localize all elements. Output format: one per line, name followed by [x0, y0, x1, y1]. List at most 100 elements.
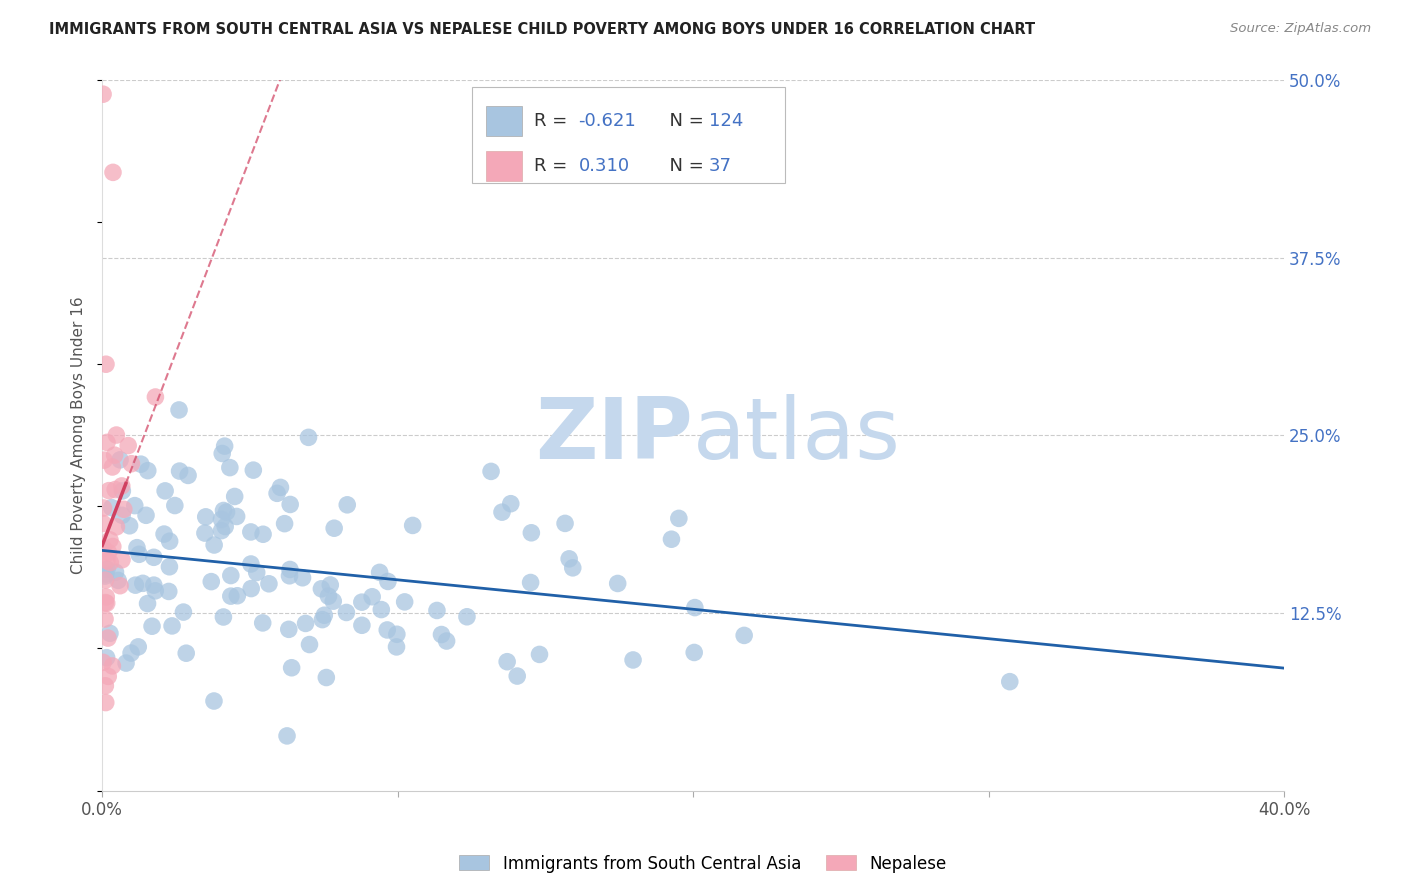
Point: [225, 509, 247, 524]
Y-axis label: Child Poverty Among Boys Under 16: Child Poverty Among Boys Under 16: [72, 296, 86, 574]
Point: [318, 589, 340, 603]
Point: [520, 525, 543, 540]
Point: [496, 655, 519, 669]
Point: [430, 627, 453, 641]
Point: [136, 597, 159, 611]
Point: [159, 559, 181, 574]
Text: atlas: atlas: [693, 393, 901, 477]
Point: [94, 612, 117, 626]
Point: [167, 403, 190, 417]
Point: [311, 613, 333, 627]
Point: [239, 557, 262, 571]
Point: [294, 616, 316, 631]
Text: R =: R =: [534, 157, 572, 175]
Point: [257, 576, 280, 591]
Point: [277, 623, 299, 637]
Point: [370, 602, 392, 616]
Point: [98, 556, 121, 570]
Point: [117, 439, 139, 453]
Point: [98, 626, 121, 640]
Point: [128, 547, 150, 561]
Point: [683, 645, 706, 659]
Point: [211, 512, 233, 526]
Text: IMMIGRANTS FROM SOUTH CENTRAL ASIA VS NEPALESE CHILD POVERTY AMONG BOYS UNDER 16: IMMIGRANTS FROM SOUTH CENTRAL ASIA VS NE…: [49, 22, 1035, 37]
Point: [163, 499, 186, 513]
Point: [479, 464, 502, 478]
Point: [214, 519, 236, 533]
Point: [226, 589, 249, 603]
Point: [733, 628, 755, 642]
Point: [104, 448, 127, 462]
Point: [683, 600, 706, 615]
Point: [319, 578, 342, 592]
Point: [291, 571, 314, 585]
Point: [558, 552, 581, 566]
Point: [336, 498, 359, 512]
Point: [252, 615, 274, 630]
Point: [132, 576, 155, 591]
Point: [350, 618, 373, 632]
Point: [297, 430, 319, 444]
Point: [97, 483, 120, 498]
Text: R =: R =: [534, 112, 572, 129]
Point: [266, 486, 288, 500]
Point: [426, 603, 449, 617]
Point: [436, 634, 458, 648]
Point: [98, 533, 121, 547]
Point: [142, 578, 165, 592]
Point: [211, 524, 233, 538]
Point: [280, 661, 302, 675]
Point: [93, 541, 115, 555]
Point: [153, 483, 176, 498]
Point: [115, 656, 138, 670]
Point: [101, 460, 124, 475]
Point: [212, 503, 235, 517]
Point: [94, 357, 117, 371]
Legend: Immigrants from South Central Asia, Nepalese: Immigrants from South Central Asia, Nepa…: [453, 848, 953, 880]
Text: 37: 37: [709, 157, 731, 175]
Point: [96, 596, 118, 610]
Point: [124, 499, 146, 513]
Point: [350, 595, 373, 609]
Point: [224, 490, 246, 504]
Point: [104, 565, 127, 579]
Text: N =: N =: [658, 157, 709, 175]
Point: [169, 464, 191, 478]
Point: [194, 526, 217, 541]
Point: [143, 583, 166, 598]
FancyBboxPatch shape: [472, 87, 786, 183]
Point: [96, 590, 118, 604]
Point: [394, 595, 416, 609]
Point: [120, 457, 142, 471]
Point: [239, 524, 262, 539]
Point: [136, 464, 159, 478]
Point: [94, 596, 117, 610]
Point: [361, 590, 384, 604]
Point: [529, 648, 551, 662]
Point: [402, 518, 425, 533]
Point: [153, 527, 176, 541]
Point: [104, 483, 127, 497]
Point: [668, 511, 690, 525]
Point: [499, 497, 522, 511]
Point: [311, 582, 333, 596]
Point: [93, 453, 115, 467]
Point: [145, 390, 167, 404]
Point: [172, 605, 194, 619]
Point: [129, 457, 152, 471]
Text: N =: N =: [658, 112, 709, 129]
Point: [97, 669, 120, 683]
Point: [142, 550, 165, 565]
Point: [91, 516, 114, 531]
Point: [200, 574, 222, 589]
Point: [91, 656, 114, 670]
Point: [96, 650, 118, 665]
Point: [202, 694, 225, 708]
Point: [118, 518, 141, 533]
Point: [100, 500, 122, 515]
Point: [375, 623, 398, 637]
Point: [314, 608, 336, 623]
Point: [252, 527, 274, 541]
Point: [101, 540, 124, 554]
Point: [127, 640, 149, 654]
